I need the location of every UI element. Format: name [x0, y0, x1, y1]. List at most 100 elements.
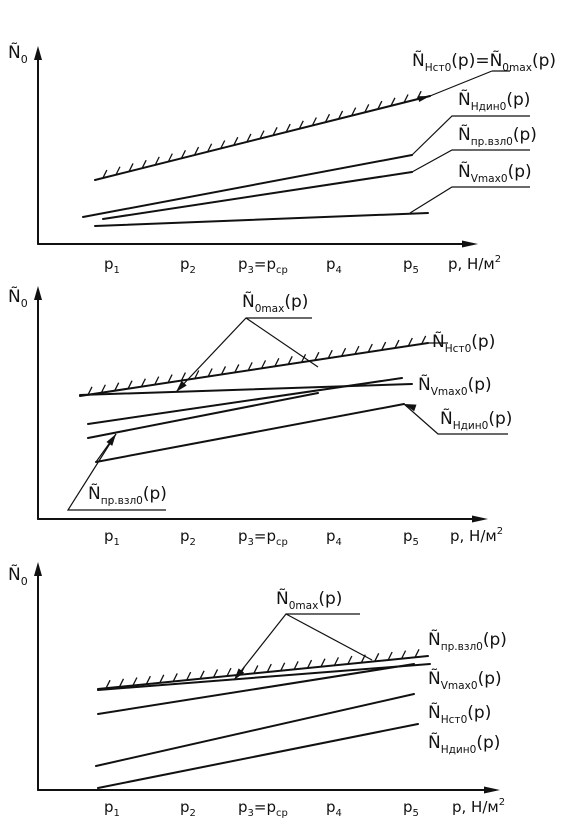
- hatch-tick: [180, 150, 187, 159]
- label-text: Ñ: [428, 628, 441, 650]
- tick-main: p: [326, 798, 336, 816]
- hatch-tick: [212, 669, 219, 678]
- hatch-tick: [259, 130, 265, 139]
- tick-tail: =p: [254, 255, 276, 273]
- leader-n0max: [175, 317, 312, 393]
- hatch-tick: [287, 356, 293, 365]
- tick-sub: 2: [190, 537, 196, 548]
- x-label-text: p, Н/м: [450, 527, 497, 545]
- curve-nst0: [95, 693, 415, 767]
- hatch-tick: [172, 673, 178, 682]
- curve-ndin0: [95, 403, 405, 463]
- label-subscript: Нст0: [445, 343, 472, 355]
- hatch-tick: [220, 140, 226, 149]
- tick-sub: 4: [336, 537, 342, 548]
- leader-nst0: [429, 70, 493, 97]
- label-subscript: Ндин0: [453, 420, 489, 432]
- label-text: (p): [143, 484, 167, 504]
- hatch-tick: [285, 123, 291, 133]
- hatch-tick: [327, 349, 333, 359]
- hatch-tick: [145, 675, 151, 685]
- tick-main: p: [104, 255, 114, 273]
- label-nst0-eq-n0max: ÑНст0(p)=Ñ0max(p): [412, 49, 556, 74]
- hatch-tick: [118, 678, 125, 688]
- x-axis-label: p, Н/м2: [448, 254, 501, 273]
- tick-label-p4: p4: [326, 798, 342, 819]
- label-text: Ñ: [432, 330, 445, 352]
- label-text: (p): [483, 630, 507, 650]
- curve-npr-vzl0: [97, 655, 429, 690]
- x-label-sup: 2: [495, 254, 501, 265]
- label-text: (p): [467, 703, 491, 723]
- tick-main: p: [403, 255, 413, 273]
- tick-label-p4: p4: [326, 255, 342, 276]
- label-text: (p): [508, 162, 532, 182]
- n0max-arrow: [176, 380, 187, 392]
- tick-label-p2: p2: [180, 798, 196, 819]
- hatch-tick: [274, 358, 280, 367]
- y-label-sub: 0: [21, 575, 28, 588]
- tick-sub: 3: [248, 265, 254, 276]
- tick-tail: =p: [254, 527, 276, 545]
- x-label-sup: 2: [499, 797, 505, 808]
- y-axis-arrow: [34, 46, 42, 60]
- tick-sub: 2: [190, 808, 196, 819]
- tick-main: p: [403, 527, 413, 545]
- hatch-tick: [266, 663, 272, 673]
- tick-main: p: [180, 527, 190, 545]
- tick-main: p: [403, 798, 413, 816]
- tick-sub: 5: [413, 265, 419, 276]
- tick-sub: 3: [248, 537, 254, 548]
- hatch-tick: [374, 653, 380, 662]
- y-label-sub: 0: [21, 53, 28, 66]
- tick-sub: 4: [336, 808, 342, 819]
- tick-label-p5: p5: [403, 527, 419, 548]
- hatch-tick: [394, 339, 400, 349]
- tick-label-p1: p1: [104, 798, 120, 819]
- hatch-tick: [341, 347, 347, 357]
- label-text: (p): [318, 589, 342, 609]
- curve-nvmax0: [97, 663, 431, 691]
- label-text: Ñ: [458, 123, 471, 145]
- tick-label-p3: p3=pср: [238, 798, 288, 819]
- label-npr-vzl0: Ñпр.взл0(p): [88, 482, 167, 507]
- hatch-tick: [154, 156, 160, 166]
- hatch-tick: [377, 100, 383, 110]
- label-subscript: Нст0: [425, 62, 452, 74]
- n0max-arrow: [234, 668, 245, 680]
- hatch-tick: [280, 662, 286, 672]
- tick-main: p: [180, 798, 190, 816]
- tick-sub: 3: [248, 808, 254, 819]
- label-n0max: Ñ0max(p): [276, 587, 342, 612]
- hatch-tick: [220, 366, 227, 375]
- label-text: Ñ: [412, 49, 425, 71]
- label-npr-vzl0: Ñпр.взл0(p): [458, 123, 537, 148]
- tick-label-p2: p2: [180, 255, 196, 276]
- hatch-tick: [226, 667, 232, 677]
- label-text: (p): [476, 733, 500, 753]
- hatch-tick: [154, 376, 160, 385]
- label-text: Ñ: [458, 160, 471, 182]
- tick-labels: p1 p2 p3=pср p4 p5: [104, 798, 419, 819]
- hatch-tick: [293, 661, 299, 670]
- hatch-tick: [390, 97, 396, 107]
- hatch-tick: [416, 90, 422, 100]
- hatch-tick: [407, 337, 413, 347]
- label-nvmax0: ÑVmax0(p): [428, 667, 502, 692]
- hatch-tick: [401, 650, 407, 659]
- leader-ndin0: [411, 115, 530, 156]
- hatch-tick: [234, 364, 240, 373]
- y-axis-arrow: [34, 562, 42, 576]
- hatch-tick: [199, 670, 205, 680]
- hatch-tick: [364, 104, 370, 113]
- tick-sub2: ср: [276, 265, 288, 276]
- tick-sub: 1: [114, 265, 120, 276]
- label-subscript: пр.взл0: [441, 641, 483, 653]
- tick-sub2: ср: [276, 808, 288, 819]
- tick-label-p4: p4: [326, 527, 342, 548]
- tick-sub: 5: [413, 537, 419, 548]
- label-subscript: Ндин0: [441, 744, 477, 756]
- hatch-tick: [114, 382, 120, 392]
